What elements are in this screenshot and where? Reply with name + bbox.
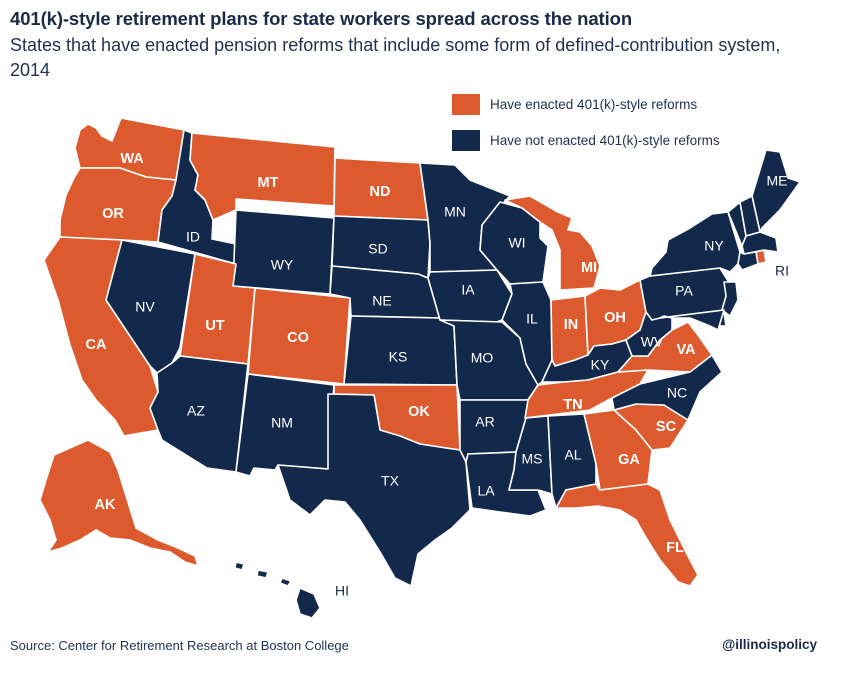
state-me bbox=[751, 149, 801, 233]
state-label-nm: NM bbox=[271, 415, 293, 431]
state-label-wy: WY bbox=[271, 257, 294, 273]
state-label-ri: RI bbox=[775, 263, 789, 279]
state-label-mn: MN bbox=[444, 204, 466, 220]
state-label-mt: MT bbox=[258, 175, 279, 191]
state-label-az: AZ bbox=[187, 403, 205, 419]
state-label-ok: OK bbox=[408, 404, 430, 420]
state-ny bbox=[649, 211, 741, 277]
legend-swatch-enacted bbox=[452, 93, 480, 115]
legend-item-enacted: Have enacted 401(k)-style reforms bbox=[452, 93, 720, 115]
state-ct bbox=[737, 251, 759, 271]
state-label-il: IL bbox=[526, 311, 538, 327]
state-label-ak: AK bbox=[95, 497, 116, 513]
state-label-ky: KY bbox=[591, 357, 610, 373]
state-label-tn: TN bbox=[563, 397, 582, 413]
legend-label-enacted: Have enacted 401(k)-style reforms bbox=[490, 96, 698, 112]
state-ms bbox=[508, 415, 553, 495]
state-label-ms: MS bbox=[522, 451, 543, 467]
legend-label-not-enacted: Have not enacted 401(k)-style reforms bbox=[490, 132, 720, 148]
legend-item-not-enacted: Have not enacted 401(k)-style reforms bbox=[452, 129, 720, 151]
state-label-nd: ND bbox=[370, 184, 391, 200]
legend: Have enacted 401(k)-style reforms Have n… bbox=[452, 93, 720, 165]
state-label-wa: WA bbox=[120, 151, 144, 167]
state-hi bbox=[234, 561, 321, 619]
state-label-tx: TX bbox=[381, 473, 400, 489]
state-ia bbox=[427, 269, 513, 323]
state-nj bbox=[721, 281, 739, 317]
state-label-pa: PA bbox=[675, 283, 693, 299]
state-fl bbox=[555, 483, 699, 587]
state-label-va: VA bbox=[676, 342, 696, 358]
state-label-me: ME bbox=[767, 173, 788, 189]
state-label-ne: NE bbox=[372, 293, 391, 309]
state-label-ks: KS bbox=[389, 349, 408, 365]
source-note: Source: Center for Retirement Research a… bbox=[10, 638, 349, 653]
state-label-al: AL bbox=[564, 447, 581, 463]
state-label-id: ID bbox=[186, 229, 200, 245]
state-label-nv: NV bbox=[135, 299, 155, 315]
state-label-wv: WV bbox=[641, 334, 664, 350]
state-label-or: OR bbox=[102, 206, 124, 222]
state-label-mi: MI bbox=[581, 260, 597, 276]
state-label-ny: NY bbox=[704, 238, 724, 254]
state-label-oh: OH bbox=[604, 310, 626, 326]
state-label-ut: UT bbox=[205, 318, 224, 334]
state-label-hi: HI bbox=[335, 583, 349, 599]
state-label-sd: SD bbox=[368, 241, 387, 257]
state-label-mo: MO bbox=[471, 350, 494, 366]
state-md bbox=[659, 309, 725, 331]
map-subtitle: States that have enacted pension reforms… bbox=[10, 35, 781, 80]
state-label-ia: IA bbox=[461, 282, 475, 298]
state-wy bbox=[232, 209, 335, 295]
state-label-nc: NC bbox=[667, 385, 687, 401]
state-label-in: IN bbox=[564, 317, 579, 333]
state-wi bbox=[479, 201, 549, 285]
state-label-sc: SC bbox=[656, 419, 677, 435]
state-label-ga: GA bbox=[618, 452, 640, 468]
state-label-fl: FL bbox=[666, 540, 684, 556]
map-title: 401(k)-style retirement plans for state … bbox=[10, 8, 633, 29]
state-mi bbox=[504, 195, 601, 291]
state-ma bbox=[741, 231, 779, 255]
state-label-ar: AR bbox=[475, 414, 494, 430]
publisher-handle: @illinoispolicy bbox=[722, 637, 817, 652]
state-label-co: CO bbox=[287, 330, 309, 346]
legend-swatch-not-enacted bbox=[452, 129, 480, 151]
state-nc bbox=[611, 354, 723, 421]
state-tx bbox=[277, 393, 471, 587]
state-ak bbox=[39, 439, 199, 567]
state-label-ca: CA bbox=[86, 337, 107, 353]
state-label-wi: WI bbox=[508, 235, 525, 251]
state-label-la: LA bbox=[477, 483, 495, 499]
